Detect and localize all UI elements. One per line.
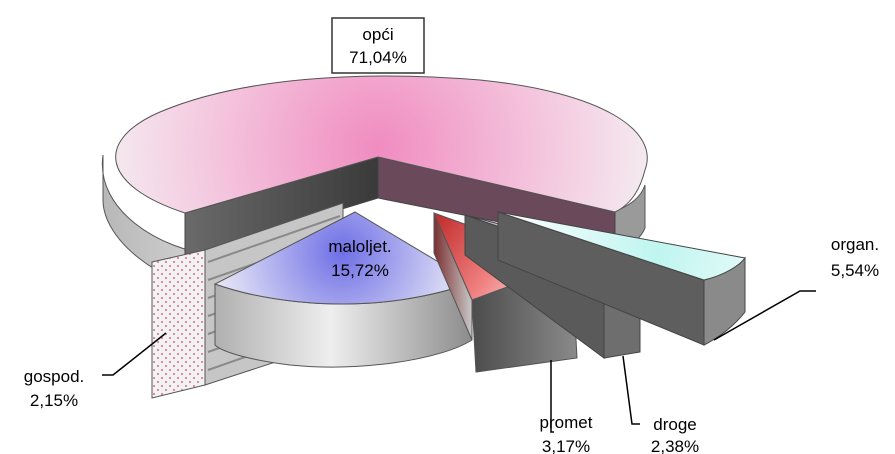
label-box-opci [331,17,425,74]
label-maloljet-value: 15,72% [331,261,389,280]
slice-maloljet [213,211,474,368]
label-droge-value: 2,38% [651,437,699,454]
leader-organ [713,290,816,341]
label-droge-name: droge [653,415,696,434]
slice-gospod-front [151,249,206,399]
slice-labels: opći 71,04% maloljet. 15,72% gospod. 2,1… [24,25,879,454]
leader-droge [622,355,640,425]
slice-opci-top [115,75,648,214]
label-opci-name: opći [362,25,393,44]
label-gospod-value: 2,15% [30,391,78,410]
label-organ-value: 5,54% [831,261,879,280]
slice-organ [497,211,746,346]
label-promet-value: 3,17% [542,437,590,454]
label-promet-name: promet [540,413,593,432]
leader-promet [550,360,554,433]
leader-gospod [102,332,167,376]
leader-lines [102,290,816,433]
label-organ-name: organ. [831,235,879,254]
label-gospod-name: gospod. [24,367,85,386]
label-opci-value: 71,04% [349,48,407,67]
label-maloljet-name: maloljet. [328,237,391,256]
slice-organ-top [497,211,746,281]
